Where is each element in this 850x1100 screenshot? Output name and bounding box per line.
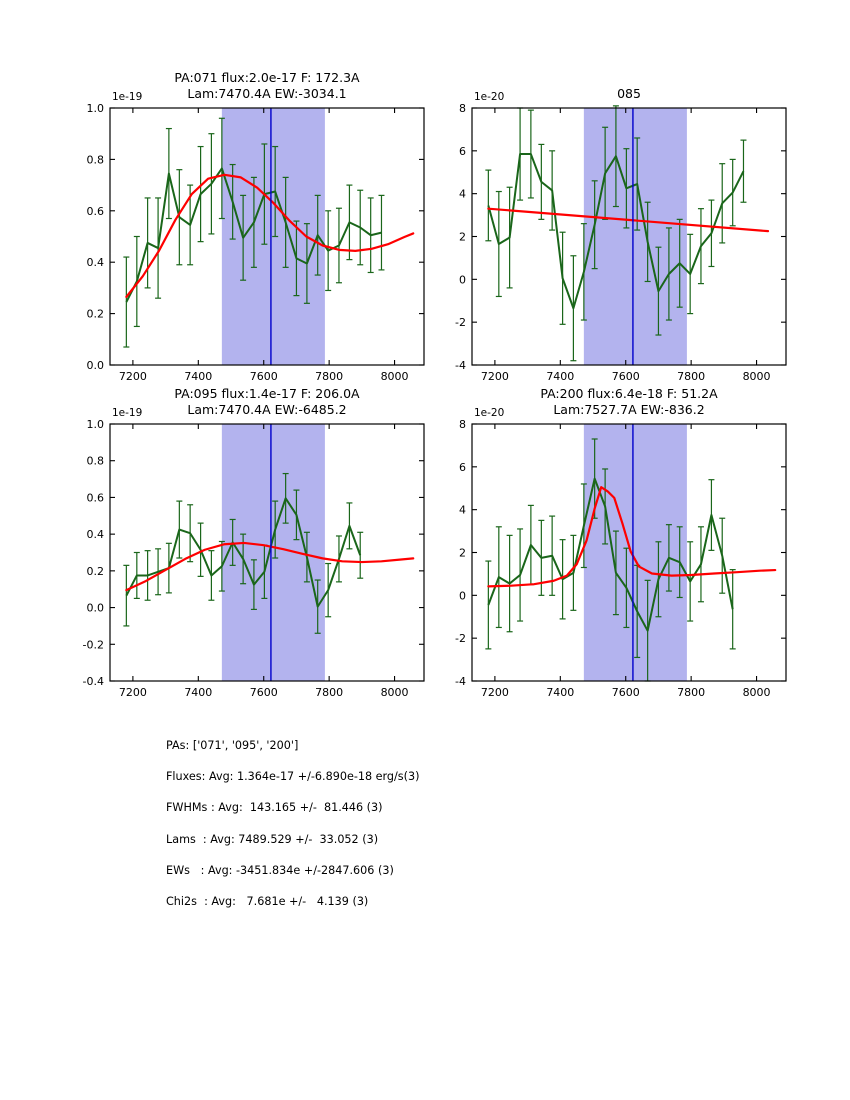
summary-line-chi2s: Chi2s : Avg: 7.681e +/- 4.139 (3)	[166, 895, 369, 909]
ytick-label: -2	[455, 632, 466, 645]
summary-line-lams: Lams : Avg: 7489.529 +/- 33.052 (3)	[166, 832, 379, 846]
panel-title-line: PA:200 flux:6.4e-18 F: 51.2A	[540, 386, 718, 401]
xtick-label: 7400	[546, 686, 574, 699]
model-fit-line	[487, 486, 777, 588]
ytick-label: 0	[459, 589, 466, 602]
summary-statistics-block: PAs: ['071', '095', '200'] Fluxes: Avg: …	[166, 740, 686, 927]
errorbar-group	[485, 438, 736, 682]
axes-frame	[471, 423, 787, 682]
panel-title-line: Lam:7527.7A EW:-836.2	[553, 402, 704, 417]
y-axis-offset-label: 1e-20	[474, 407, 504, 419]
fit-window-band	[583, 424, 687, 681]
ytick-label: -4	[455, 675, 466, 688]
summary-line-fwhms: FWHMs : Avg: 143.165 +/- 81.446 (3)	[166, 801, 383, 815]
summary-line-pas: PAs: ['071', '095', '200']	[166, 739, 299, 752]
ytick-label: 6	[459, 461, 466, 474]
xtick-label: 7200	[481, 686, 509, 699]
spectrum-line	[487, 477, 734, 632]
summary-line-ews: EWs : Avg: -3451.834e +/-2847.606 (3)	[166, 863, 394, 877]
ytick-label: 2	[459, 547, 466, 560]
xtick-label: 8000	[743, 686, 771, 699]
xtick-label: 7600	[612, 686, 640, 699]
summary-line-fluxes: Fluxes: Avg: 1.364e-17 +/-6.890e-18 erg/…	[166, 770, 420, 784]
xtick-label: 7800	[677, 686, 705, 699]
ytick-label: 4	[459, 504, 466, 517]
ytick-label: 8	[459, 418, 466, 431]
